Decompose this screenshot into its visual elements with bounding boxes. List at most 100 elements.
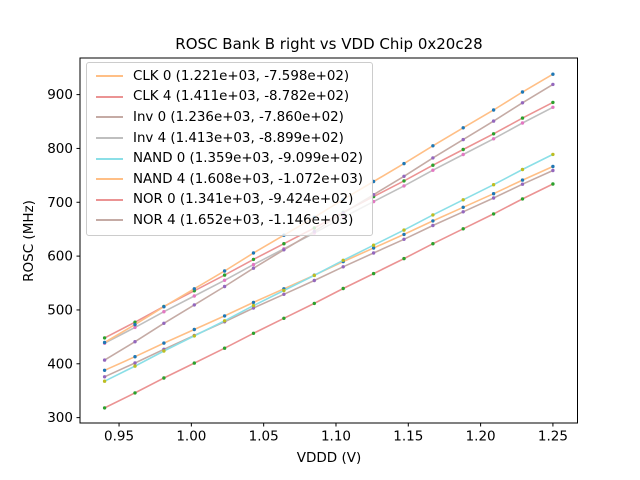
- x-axis-label: VDDD (V): [296, 450, 362, 466]
- data-point-marker: [461, 126, 465, 130]
- legend-label: NAND 4 (1.608e+03, -1.072e+03): [133, 171, 363, 187]
- data-point-marker: [251, 266, 256, 270]
- data-point-marker: [461, 152, 465, 157]
- data-point-marker: [491, 137, 496, 141]
- y-tick-label: 900: [47, 87, 73, 103]
- legend-entry-nand-4: NAND 4 (1.608e+03, -1.072e+03): [96, 169, 363, 190]
- data-point-marker: [461, 227, 465, 231]
- data-point-marker: [222, 314, 227, 318]
- data-point-marker: [102, 375, 107, 379]
- data-point-marker: [520, 90, 525, 94]
- data-point-marker: [282, 288, 286, 293]
- legend-label: NOR 4 (1.652e+03, -1.146e+03): [133, 212, 354, 228]
- data-point-marker: [162, 349, 166, 353]
- data-point-marker: [192, 334, 196, 338]
- chart-title: ROSC Bank B right vs VDD Chip 0x20c28: [175, 35, 483, 53]
- data-point-marker: [371, 246, 376, 250]
- data-point-marker: [102, 336, 107, 340]
- legend-label: NAND 0 (1.359e+03, -9.099e+02): [133, 151, 363, 167]
- data-point-marker: [461, 147, 465, 152]
- data-point-marker: [133, 325, 137, 330]
- plot-border: [79, 57, 578, 424]
- data-point-marker: [102, 406, 107, 410]
- data-point-marker: [133, 355, 137, 359]
- data-point-marker: [133, 391, 137, 395]
- data-point-marker: [551, 168, 555, 173]
- data-point-marker: [491, 119, 496, 123]
- data-point-marker: [282, 316, 286, 320]
- data-point-marker: [192, 287, 196, 291]
- y-tick-label: 300: [47, 410, 73, 426]
- data-point-marker: [551, 72, 555, 76]
- data-point-marker: [461, 198, 465, 202]
- legend-line-swatch: [96, 95, 123, 98]
- data-point-marker: [402, 256, 406, 261]
- data-point-marker: [133, 322, 137, 327]
- fit-line-inv-0: [104, 169, 554, 378]
- data-point-marker: [520, 121, 525, 125]
- legend-label: NOR 0 (1.341e+03, -9.424e+02): [133, 192, 354, 208]
- legend-label: Inv 0 (1.236e+03, -7.860e+02): [133, 109, 344, 125]
- data-point-marker: [251, 300, 256, 305]
- data-point-marker: [251, 303, 256, 308]
- y-tick-label: 800: [47, 141, 73, 157]
- data-point-marker: [402, 228, 406, 232]
- data-point-marker: [341, 265, 345, 269]
- data-point-marker: [371, 271, 376, 276]
- data-point-marker: [192, 303, 196, 307]
- data-point-marker: [431, 242, 435, 246]
- legend-line-swatch: [96, 219, 123, 222]
- data-point-marker: [491, 192, 496, 196]
- data-point-marker: [251, 306, 256, 310]
- data-point-marker: [491, 212, 496, 216]
- data-point-marker: [461, 205, 465, 209]
- legend-entry-nand-0: NAND 0 (1.359e+03, -9.099e+02): [96, 148, 363, 169]
- data-point-marker: [402, 174, 406, 178]
- data-point-marker: [491, 108, 496, 112]
- y-axis-label: ROSC (MHz): [21, 200, 37, 282]
- data-point-marker: [551, 105, 555, 110]
- data-point-marker: [222, 273, 227, 277]
- data-point-marker: [461, 137, 465, 142]
- data-point-marker: [431, 163, 435, 167]
- x-tick-label: 1.00: [176, 429, 206, 445]
- legend-entry-inv-4: Inv 4 (1.413e+03, -8.899e+02): [96, 128, 363, 149]
- legend-line-swatch: [96, 157, 123, 160]
- data-point-marker: [282, 242, 286, 246]
- data-point-marker: [520, 178, 525, 182]
- data-point-marker: [162, 305, 166, 309]
- y-tick-label: 600: [47, 249, 73, 265]
- data-point-marker: [133, 320, 137, 324]
- y-tick-label: 500: [47, 302, 73, 318]
- legend-entry-nor-0: NOR 0 (1.341e+03, -9.424e+02): [96, 190, 363, 211]
- fit-line-nand-0: [104, 153, 554, 382]
- data-point-marker: [461, 210, 465, 214]
- legend-entry-clk-0: CLK 0 (1.221e+03, -7.598e+02): [96, 66, 363, 87]
- data-point-marker: [402, 232, 406, 237]
- data-point-marker: [162, 341, 166, 345]
- data-point-marker: [162, 376, 166, 380]
- legend-entry-inv-0: Inv 0 (1.236e+03, -7.860e+02): [96, 107, 363, 128]
- data-point-marker: [520, 116, 525, 120]
- y-tick-label: 400: [47, 356, 73, 372]
- legend-entry-nor-4: NOR 4 (1.652e+03, -1.146e+03): [96, 210, 363, 231]
- data-point-marker: [312, 273, 316, 278]
- data-point-marker: [402, 184, 406, 188]
- data-point-marker: [431, 219, 435, 223]
- data-point-marker: [102, 358, 107, 362]
- data-point-marker: [312, 278, 316, 283]
- data-point-marker: [251, 251, 256, 255]
- data-point-marker: [431, 213, 435, 217]
- data-point-marker: [251, 262, 256, 267]
- fit-line-nor-0: [104, 183, 554, 409]
- legend: CLK 0 (1.221e+03, -7.598e+02) CLK 4 (1.41…: [86, 62, 373, 236]
- x-tick-label: 1.20: [466, 429, 496, 445]
- x-tick-label: 0.95: [104, 429, 134, 445]
- legend-line-swatch: [96, 137, 123, 140]
- x-tick-label: 1.25: [538, 429, 568, 445]
- data-point-marker: [520, 197, 525, 201]
- data-point-marker: [491, 196, 496, 200]
- data-point-marker: [371, 243, 376, 247]
- legend-line-swatch: [96, 198, 123, 201]
- data-point-marker: [341, 258, 345, 262]
